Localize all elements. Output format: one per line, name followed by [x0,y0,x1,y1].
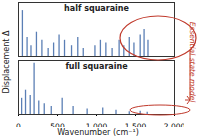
svg-text:2,000: 2,000 [164,122,184,127]
html-text:Wavenumber (cm⁻¹): Wavenumber (cm⁻¹) [57,128,139,137]
svg-text:0: 0 [16,122,21,127]
svg-text:500: 500 [50,122,65,127]
svg-text:1,500: 1,500 [125,122,147,127]
html-text:Displacement Δ: Displacement Δ [1,30,11,94]
html-text:Essential state model: Essential state model [187,21,197,103]
svg-text:half squaraine: half squaraine [64,4,129,13]
svg-text:full squaraine: full squaraine [65,62,128,71]
svg-text:1,000: 1,000 [86,122,108,127]
